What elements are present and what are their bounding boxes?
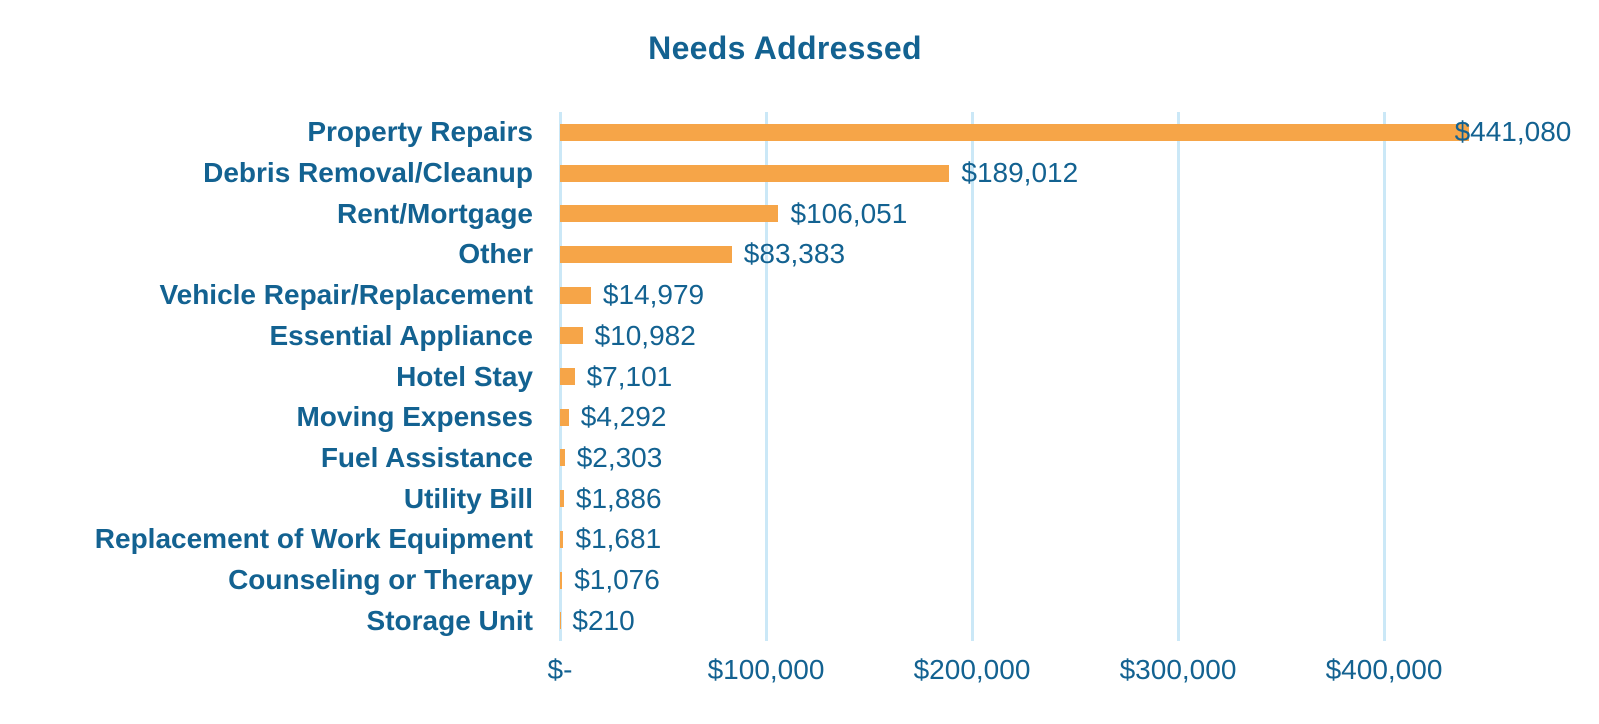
bar-vehicle-repair-replacement <box>560 286 591 304</box>
bar-debris-removal-cleanup <box>560 164 950 182</box>
value-label-other: $83,383 <box>743 238 846 270</box>
value-label-debris-removal-cleanup: $189,012 <box>961 157 1079 188</box>
value-label-vehicle-repair-replacement: $14,979 <box>602 279 705 311</box>
x-axis-tick-label-1: $100,000 <box>707 654 825 685</box>
category-label-utility-bill: Utility Bill <box>403 482 533 514</box>
category-label-property-repairs: Property Repairs <box>307 116 533 148</box>
gridline-2 <box>970 112 974 641</box>
x-axis-tick-label-0: $- <box>547 654 573 685</box>
category-label-essential-appliance: Essential Appliance <box>269 319 534 351</box>
bar-replacement-of-work-equipment <box>560 530 564 548</box>
bar-hotel-stay <box>560 368 575 385</box>
value-label-hotel-stay: $7,101 <box>586 360 673 392</box>
bar-counseling-or-therapy <box>560 571 563 589</box>
category-label-hotel-stay: Hotel Stay <box>396 360 533 392</box>
value-label-moving-expenses: $4,292 <box>580 401 667 433</box>
bar-utility-bill <box>560 490 564 508</box>
x-axis-tick-label-4: $400,000 <box>1325 654 1443 685</box>
category-label-other: Other <box>458 238 533 270</box>
value-label-storage-unit: $210 <box>572 604 635 636</box>
category-label-moving-expenses: Moving Expenses <box>296 401 533 433</box>
value-label-essential-appliance: $10,982 <box>594 319 696 351</box>
bar-other <box>560 245 732 263</box>
chart-title: Needs Addressed <box>648 30 922 66</box>
bar-property-repairs <box>560 123 1469 141</box>
value-label-property-repairs: $441,080 <box>1454 116 1572 148</box>
value-label-rent-mortgage: $106,051 <box>790 197 908 229</box>
category-label-replacement-of-work-equipment: Replacement of Work Equipment <box>94 523 533 555</box>
bar-rent-mortgage <box>560 205 779 223</box>
category-label-fuel-assistance: Fuel Assistance <box>320 441 533 473</box>
category-label-counseling-or-therapy: Counseling or Therapy <box>228 564 533 595</box>
bar-fuel-assistance <box>560 449 565 467</box>
category-label-debris-removal-cleanup: Debris Removal/Cleanup <box>203 157 533 188</box>
category-label-rent-mortgage: Rent/Mortgage <box>337 197 533 229</box>
value-label-counseling-or-therapy: $1,076 <box>574 564 660 595</box>
bar-essential-appliance <box>560 327 583 345</box>
gridline-1 <box>764 112 768 641</box>
x-axis-tick-label-3: $300,000 <box>1119 654 1237 685</box>
value-label-replacement-of-work-equipment: $1,681 <box>575 523 662 555</box>
gridline-3 <box>1176 112 1180 641</box>
gridline-4 <box>1382 112 1386 641</box>
x-axis-tick-label-2: $200,000 <box>913 654 1031 685</box>
category-label-vehicle-repair-replacement: Vehicle Repair/Replacement <box>159 279 533 311</box>
value-label-utility-bill: $1,886 <box>575 482 662 514</box>
bar-moving-expenses <box>560 408 569 426</box>
value-label-fuel-assistance: $2,303 <box>576 441 663 473</box>
category-label-storage-unit: Storage Unit <box>366 604 533 636</box>
